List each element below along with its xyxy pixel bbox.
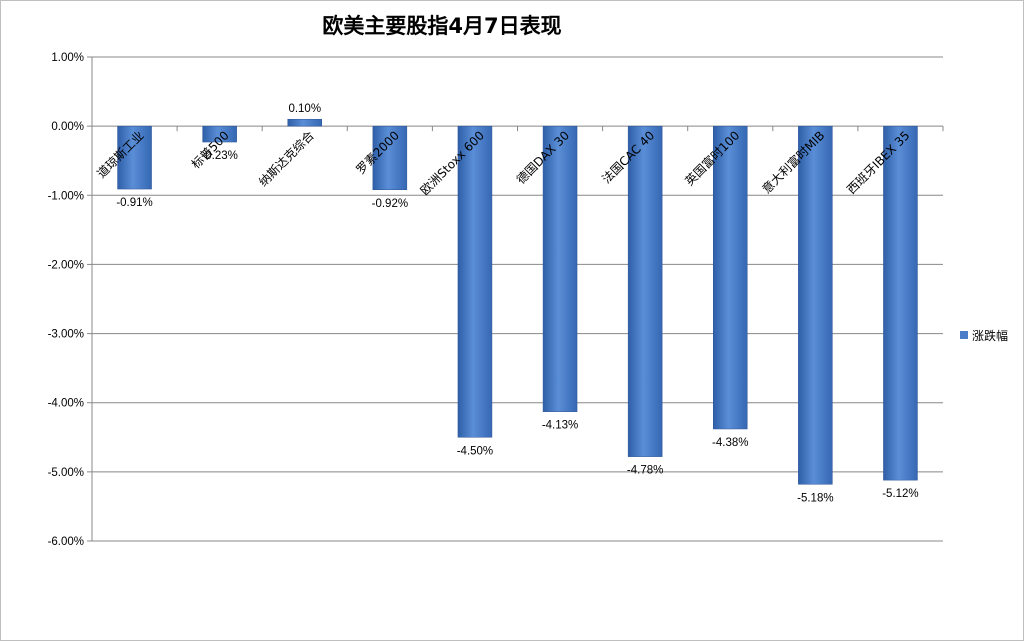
data-labels: -0.91% -0.23% 0.10% -0.92% -4.50% -4.13% -4.78…	[116, 103, 918, 504]
y-tick-label: 1.00%	[51, 52, 84, 64]
y-tick-label: -3.00%	[48, 329, 84, 341]
legend: 涨跌幅	[960, 328, 1008, 343]
y-axis: 1.00% 0.00% -1.00% -2.00% -3.00% -4.00% -5.00%…	[48, 52, 944, 548]
data-label: -4.38%	[712, 437, 748, 449]
category-label: 纳斯达克综合	[255, 128, 317, 190]
data-label: -4.78%	[627, 465, 663, 477]
chart-title: 欧美主要股指4月7日表现	[322, 14, 561, 38]
data-label: -0.91%	[116, 197, 152, 209]
y-tick-label: -6.00%	[48, 536, 84, 548]
category-labels: 道琼斯工业 标普500 纳斯达克综合 罗素2000 欧洲Stoxx 600 德国DAX 3…	[94, 128, 913, 198]
legend-swatch	[960, 331, 968, 339]
y-tick-label: -1.00%	[48, 190, 84, 202]
data-label: -0.92%	[372, 198, 408, 210]
y-tick-label: 0.00%	[51, 121, 84, 133]
bar	[542, 125, 578, 412]
bar	[117, 125, 152, 190]
y-tick-label: -5.00%	[48, 467, 84, 479]
bar	[627, 125, 663, 457]
bar	[202, 125, 237, 143]
data-label: -5.12%	[882, 488, 918, 500]
data-label: -4.13%	[542, 420, 578, 432]
data-label: -5.18%	[797, 492, 833, 504]
y-tick-label: -2.00%	[48, 259, 84, 271]
data-label: -4.50%	[457, 445, 493, 457]
bar	[287, 118, 322, 127]
data-label: -0.23%	[201, 150, 237, 162]
bar	[798, 125, 833, 485]
data-label: 0.10%	[288, 103, 321, 115]
bars	[117, 118, 918, 485]
legend-label: 涨跌幅	[972, 328, 1008, 343]
bar	[883, 125, 918, 481]
bar	[713, 125, 748, 430]
bar	[372, 125, 408, 191]
bar	[457, 125, 493, 438]
y-tick-label: -4.00%	[48, 398, 84, 410]
